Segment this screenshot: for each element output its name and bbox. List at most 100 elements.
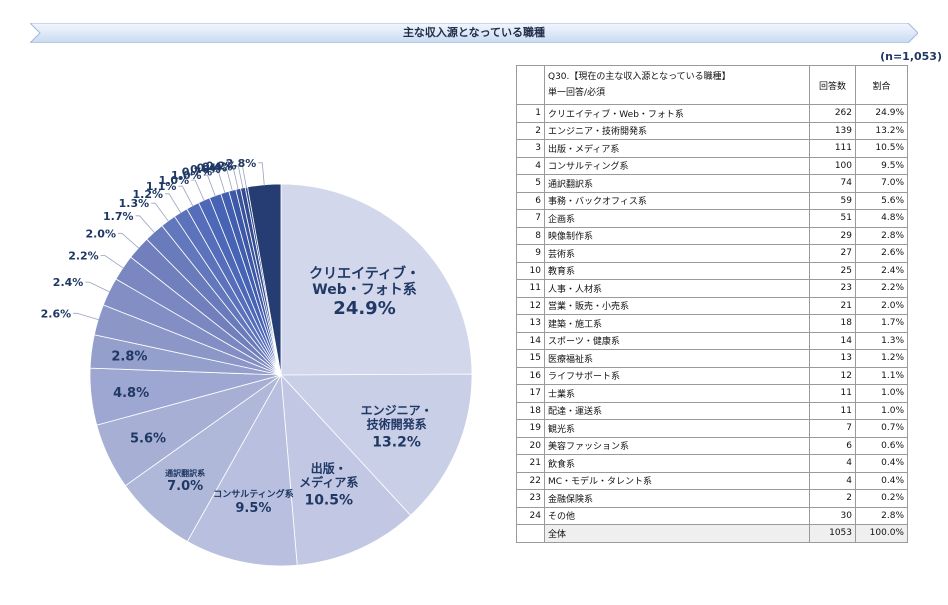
- row-count: 11: [809, 401, 856, 420]
- row-count: 59: [809, 191, 856, 210]
- sample-size-label: (n=1,053): [880, 50, 942, 63]
- table-row: 1 クリエイティブ・Web・フォト系 262 24.9%: [516, 104, 908, 123]
- table-row: 19 観光系 7 0.7%: [516, 419, 908, 438]
- slice-value-label: 1.2%: [133, 188, 164, 201]
- row-count: 30: [809, 506, 856, 525]
- row-pct: 2.2%: [855, 279, 908, 298]
- row-pct: 2.6%: [855, 244, 908, 263]
- row-number: 24: [516, 506, 545, 525]
- row-count: 6: [809, 436, 856, 455]
- row-pct: 0.4%: [855, 471, 908, 490]
- table-row: 3 出版・メディア系 111 10.5%: [516, 139, 908, 158]
- slice-value-label: 2.2%: [68, 249, 99, 262]
- table-header-row: Q30.【現在の主な収入源となっている職種】 単一回答/必須 回答数 割合: [516, 65, 908, 105]
- row-count: 7: [809, 419, 856, 438]
- slice-category-label: コンサルティング系: [213, 488, 293, 500]
- row-number: 22: [516, 471, 545, 490]
- row-label: 配達・運送系: [544, 401, 810, 420]
- row-count: 2: [809, 489, 856, 508]
- header-pct: 割合: [855, 65, 908, 105]
- table-row: 13 建築・施工系 18 1.7%: [516, 314, 908, 333]
- row-count: 21: [809, 296, 856, 315]
- slice-value-label: 9.5%: [235, 501, 271, 516]
- row-pct: 0.2%: [855, 489, 908, 508]
- pie-slice: [280, 183, 473, 376]
- slice-value-label: 1.0%: [171, 169, 202, 182]
- table-row: 11 人事・人材系 23 2.2%: [516, 279, 908, 298]
- row-number: 19: [516, 419, 545, 438]
- row-count: 23: [809, 279, 856, 298]
- leader-line: [258, 162, 265, 186]
- slice-value-label: 0.2%: [206, 160, 237, 173]
- slice-value-label: 1.3%: [119, 197, 150, 210]
- table-row: 10 教育系 25 2.4%: [516, 261, 908, 280]
- header-no-cell: [516, 65, 545, 105]
- row-label: コンサルティング系: [544, 156, 810, 175]
- row-label: その他: [544, 506, 810, 525]
- row-pct: 0.7%: [855, 419, 908, 438]
- row-count: 29: [809, 226, 856, 245]
- row-number: 2: [516, 121, 545, 140]
- row-label: 医療福祉系: [544, 349, 810, 368]
- row-label: 企画系: [544, 209, 810, 228]
- question-subtitle: 単一回答/必須: [548, 88, 606, 98]
- total-label: 全体: [544, 524, 810, 543]
- row-count: 262: [809, 104, 856, 123]
- leader-line: [178, 185, 194, 207]
- slice-category-label: Web・フォト系: [312, 281, 416, 298]
- row-count: 4: [809, 471, 856, 490]
- slice-value-label: 2.8%: [226, 157, 257, 170]
- row-label: 教育系: [544, 261, 810, 280]
- slice-value-label: 13.2%: [372, 434, 421, 450]
- row-label: 観光系: [544, 419, 810, 438]
- row-number: 3: [516, 139, 545, 158]
- slice-category-label: クリエイティブ・: [309, 265, 420, 282]
- row-count: 25: [809, 261, 856, 280]
- leader-line: [214, 171, 226, 194]
- table-row: 16 ライフサポート系 12 1.1%: [516, 366, 908, 385]
- row-pct: 5.6%: [855, 191, 908, 210]
- row-number: 6: [516, 191, 545, 210]
- table-row: 2 エンジニア・技術開発系 139 13.2%: [516, 121, 908, 140]
- slice-value-label: 2.4%: [53, 276, 84, 289]
- total-count: 1053: [809, 524, 856, 543]
- leader-line: [118, 232, 140, 249]
- row-label: 美容ファッション系: [544, 436, 810, 455]
- row-count: 14: [809, 331, 856, 350]
- leader-line: [151, 202, 170, 222]
- row-pct: 13.2%: [855, 121, 908, 140]
- row-label: 通訳翻訳系: [544, 174, 810, 193]
- row-label: ライフサポート系: [544, 366, 810, 385]
- row-count: 74: [809, 174, 856, 193]
- row-count: 13: [809, 349, 856, 368]
- leader-line: [135, 215, 156, 234]
- row-label: スポーツ・健康系: [544, 331, 810, 350]
- row-count: 4: [809, 454, 856, 473]
- slice-category-label: メディア系: [299, 474, 358, 489]
- row-number: 23: [516, 489, 545, 508]
- row-number: 12: [516, 296, 545, 315]
- header-question-cell: Q30.【現在の主な収入源となっている職種】 単一回答/必須: [544, 65, 810, 105]
- slice-value-label: 24.9%: [333, 298, 395, 319]
- slice-value-label: 2.8%: [111, 350, 147, 365]
- row-number: 14: [516, 331, 545, 350]
- row-number: 18: [516, 401, 545, 420]
- slice-value-label: 0.4%: [202, 160, 233, 173]
- table-row: 6 事務・バックオフィス系 59 5.6%: [516, 191, 908, 210]
- table-row: 12 営業・販売・小売系 21 2.0%: [516, 296, 908, 315]
- row-pct: 9.5%: [855, 156, 908, 175]
- slice-value-label: 5.6%: [130, 431, 166, 446]
- row-pct: 10.5%: [855, 139, 908, 158]
- leader-line: [191, 179, 205, 202]
- row-number: 21: [516, 454, 545, 473]
- row-label: 飲食系: [544, 454, 810, 473]
- row-number: 10: [516, 261, 545, 280]
- row-number: 1: [516, 104, 545, 123]
- leader-line: [203, 174, 216, 197]
- slice-value-label: 1.7%: [103, 210, 134, 223]
- row-number: 9: [516, 244, 545, 263]
- leader-line: [234, 165, 244, 189]
- table-total-row: 全体 1053 100.0%: [516, 524, 908, 543]
